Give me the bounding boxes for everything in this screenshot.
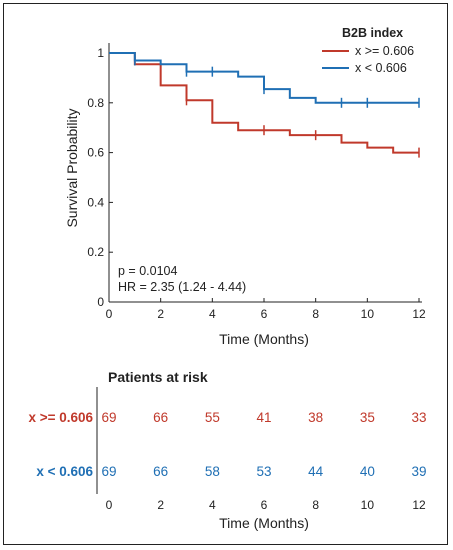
legend-label-high: x >= 0.606: [355, 44, 414, 58]
risk-row-label: x >= 0.606: [28, 410, 93, 425]
risk-count: 44: [308, 464, 324, 479]
risk-count: 41: [256, 410, 271, 425]
risk-x-axis-label: Time (Months): [219, 515, 309, 531]
y-tick-label: 0.2: [87, 245, 104, 259]
risk-table-title: Patients at risk: [108, 369, 208, 385]
risk-count: 69: [101, 410, 116, 425]
x-tick-label: 12: [412, 307, 426, 321]
risk-count: 58: [205, 464, 220, 479]
x-tick-label: 8: [312, 307, 319, 321]
risk-x-tick-label: 12: [412, 498, 426, 512]
y-tick-label: 0.8: [87, 96, 104, 110]
risk-count: 53: [256, 464, 271, 479]
p-value-text: p = 0.0104: [118, 264, 177, 278]
legend-title: B2B index: [342, 26, 403, 40]
risk-x-tick-label: 4: [209, 498, 216, 512]
risk-count: 40: [360, 464, 375, 479]
y-tick-label: 0: [97, 295, 104, 309]
x-tick-label: 2: [157, 307, 164, 321]
y-tick-label: 0.4: [87, 195, 104, 209]
y-tick-label: 0.6: [87, 146, 104, 160]
risk-x-tick-label: 2: [157, 498, 164, 512]
risk-x-tick-label: 10: [361, 498, 375, 512]
curve-low-index: [109, 52, 419, 104]
risk-count: 66: [153, 464, 168, 479]
risk-count: 66: [153, 410, 168, 425]
x-tick-label: 6: [261, 307, 268, 321]
risk-count: 39: [411, 464, 426, 479]
figure-frame: 0 0.2 0.4 0.6 0.8 1 0 2 4 6 8 10 12 Survival Probabi…: [3, 3, 448, 545]
y-tick-label: 1: [97, 46, 104, 60]
risk-count: 55: [205, 410, 220, 425]
survival-curves: [109, 52, 420, 158]
x-tick-label: 0: [106, 307, 113, 321]
legend: B2B index x >= 0.606 x < 0.606: [322, 26, 414, 75]
x-tick-label: 10: [361, 307, 375, 321]
survival-chart: 00.20.40.60.810 2 4 6 8 10 12 Survival Probabi…: [28, 26, 427, 531]
risk-x-tick-label: 6: [261, 498, 268, 512]
risk-count: 35: [360, 410, 375, 425]
main-ticks: 00.20.40.60.810 2 4 6 8 10 12: [87, 46, 426, 321]
risk-row-label: x < 0.606: [36, 464, 93, 479]
risk-x-tick-label: 0: [106, 498, 113, 512]
legend-label-low: x < 0.606: [355, 61, 407, 75]
hazard-ratio-text: HR = 2.35 (1.24 - 4.44): [118, 280, 246, 294]
x-axis-label: Time (Months): [219, 331, 309, 347]
risk-count: 69: [101, 464, 116, 479]
risk-x-tick-label: 8: [312, 498, 319, 512]
risk-count: 33: [411, 410, 426, 425]
curve-high-index: [109, 52, 419, 154]
y-axis-label: Survival Probability: [64, 108, 80, 227]
risk-count: 38: [308, 410, 323, 425]
x-tick-label: 4: [209, 307, 216, 321]
risk-table: x >= 0.606 69 66 55 41 38 35 33 x < 0.606 69 66 58 5…: [28, 387, 427, 512]
